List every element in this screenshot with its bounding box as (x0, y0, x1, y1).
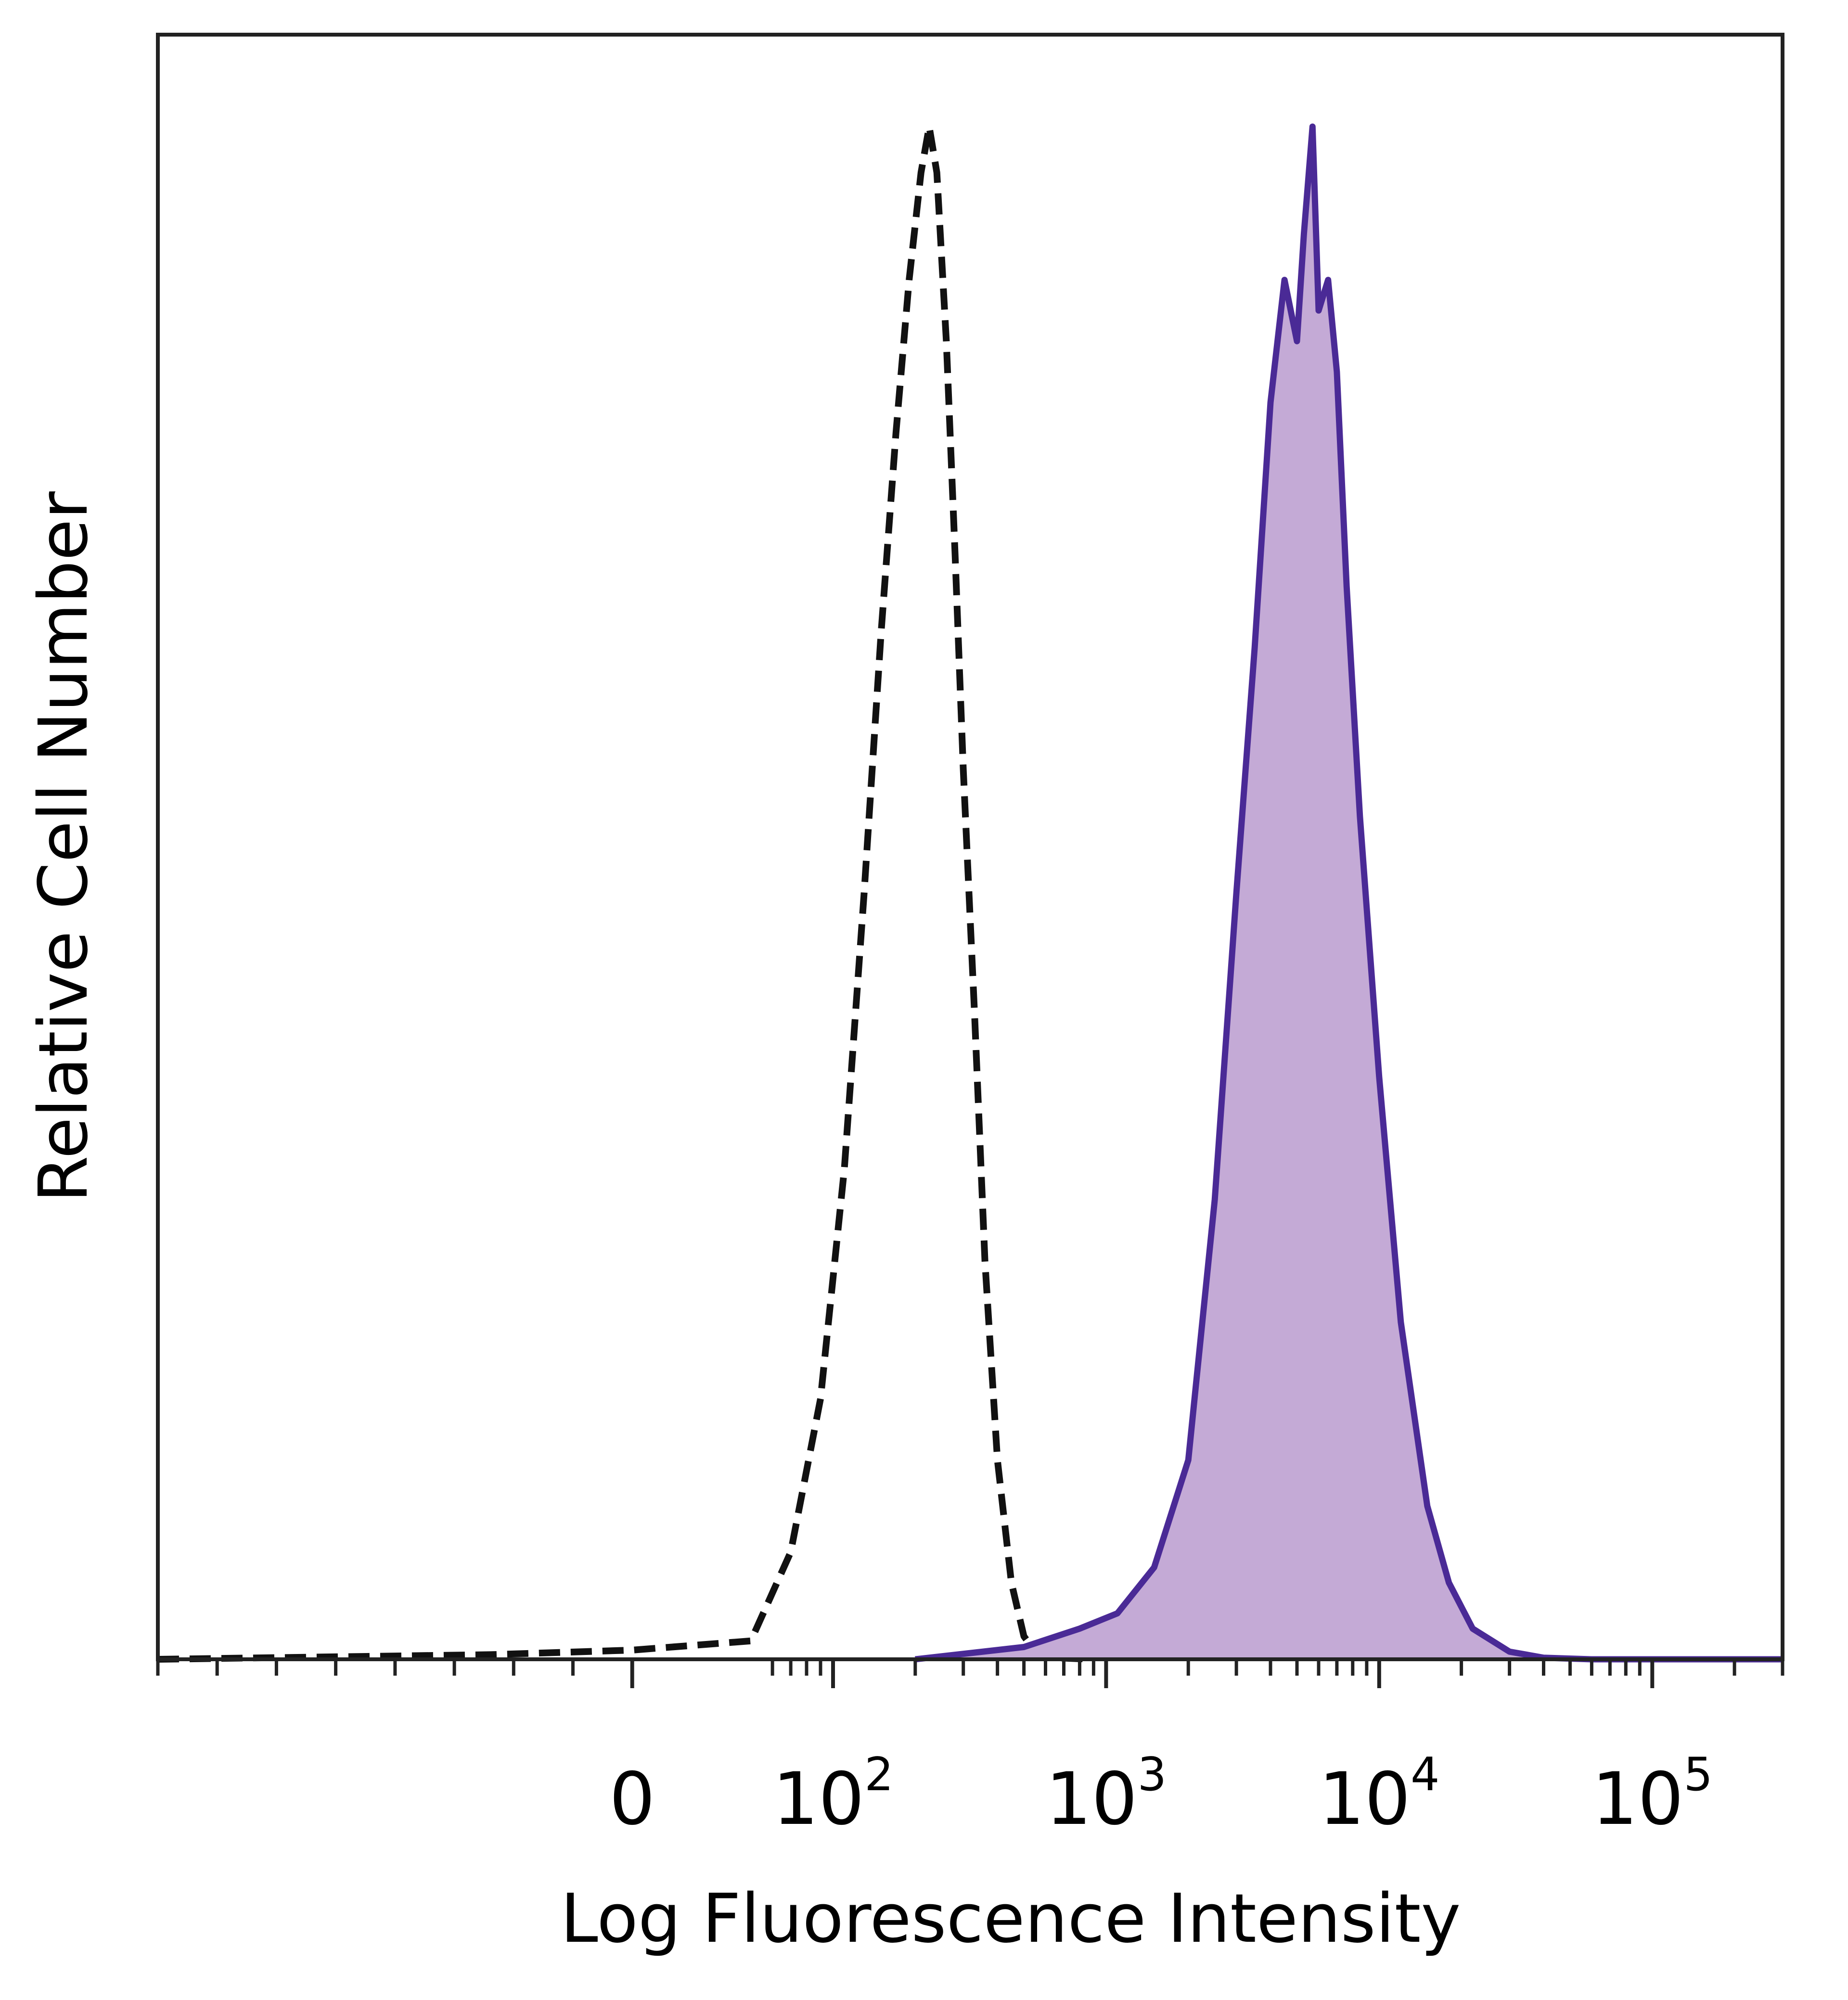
x-tick-label: 102 (772, 1748, 893, 1841)
x-tick-label: 104 (1319, 1748, 1439, 1841)
x-tick-label: 105 (1592, 1748, 1713, 1841)
series-1-line (157, 123, 1094, 1663)
y-axis-title: Relative Cell Number (25, 491, 103, 1203)
plot-frame (156, 33, 1784, 1661)
series-2-line (915, 123, 1783, 1663)
x-axis-title: Log Fluorescence Intensity (561, 1880, 1461, 1958)
x-tick-label: 103 (1046, 1748, 1167, 1841)
x-tick-labels: 0 102 103 104 105 (609, 1748, 1713, 1841)
series-layer (157, 123, 1783, 1663)
series-2-fill (915, 127, 1783, 1659)
x-tick-label: 0 (609, 1757, 655, 1841)
tick-marks (156, 1659, 1784, 1688)
